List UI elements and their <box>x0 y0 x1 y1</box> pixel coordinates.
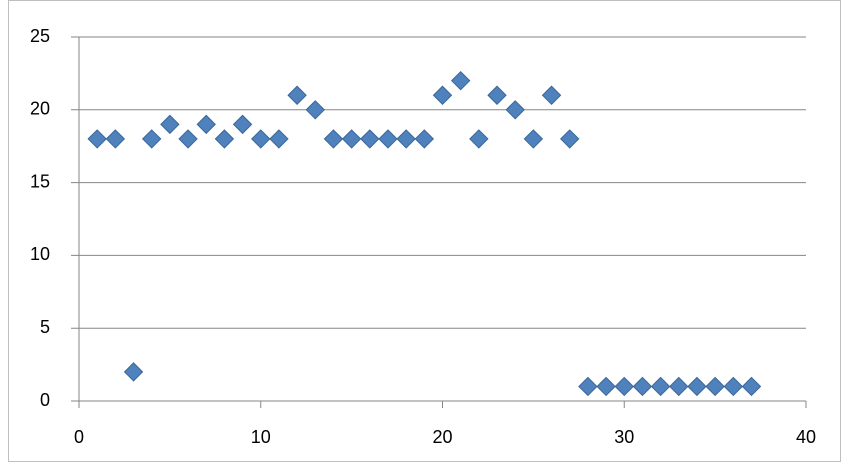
point <box>251 129 271 149</box>
point <box>105 129 126 149</box>
point <box>578 376 598 397</box>
point <box>414 129 435 149</box>
point <box>669 376 689 397</box>
point <box>705 376 725 397</box>
point <box>450 70 471 91</box>
point <box>396 129 416 149</box>
point <box>741 376 762 397</box>
point <box>87 129 107 149</box>
point <box>723 376 744 397</box>
point <box>541 85 562 105</box>
point <box>360 129 380 149</box>
point <box>432 85 453 105</box>
y-tick-label: 5 <box>40 317 50 337</box>
point <box>614 376 634 397</box>
x-tick-label: 20 <box>432 427 452 447</box>
point <box>178 129 198 149</box>
x-tick-label: 40 <box>796 427 816 447</box>
x-tick-label: 10 <box>251 427 271 447</box>
y-tick-label: 10 <box>30 244 50 264</box>
point <box>323 129 344 149</box>
x-tick-label: 0 <box>74 427 84 447</box>
point <box>650 376 671 397</box>
y-tick-label: 15 <box>30 171 50 191</box>
x-tick-label: 30 <box>614 427 634 447</box>
point <box>560 129 580 149</box>
point <box>632 376 653 397</box>
point <box>123 362 144 382</box>
y-tick-label: 0 <box>40 390 50 410</box>
point <box>196 114 216 135</box>
point <box>160 114 180 135</box>
point <box>287 85 307 105</box>
point <box>596 376 616 397</box>
y-tick-label: 25 <box>30 26 50 46</box>
point <box>341 129 362 149</box>
point <box>141 129 162 149</box>
point <box>487 85 507 105</box>
point <box>305 100 325 120</box>
point <box>687 376 707 397</box>
point <box>523 129 544 149</box>
point <box>269 129 289 149</box>
y-tick-label: 20 <box>30 99 50 119</box>
point <box>232 114 253 135</box>
point <box>378 129 398 149</box>
point <box>505 100 525 120</box>
point <box>214 129 235 149</box>
point <box>469 129 489 149</box>
